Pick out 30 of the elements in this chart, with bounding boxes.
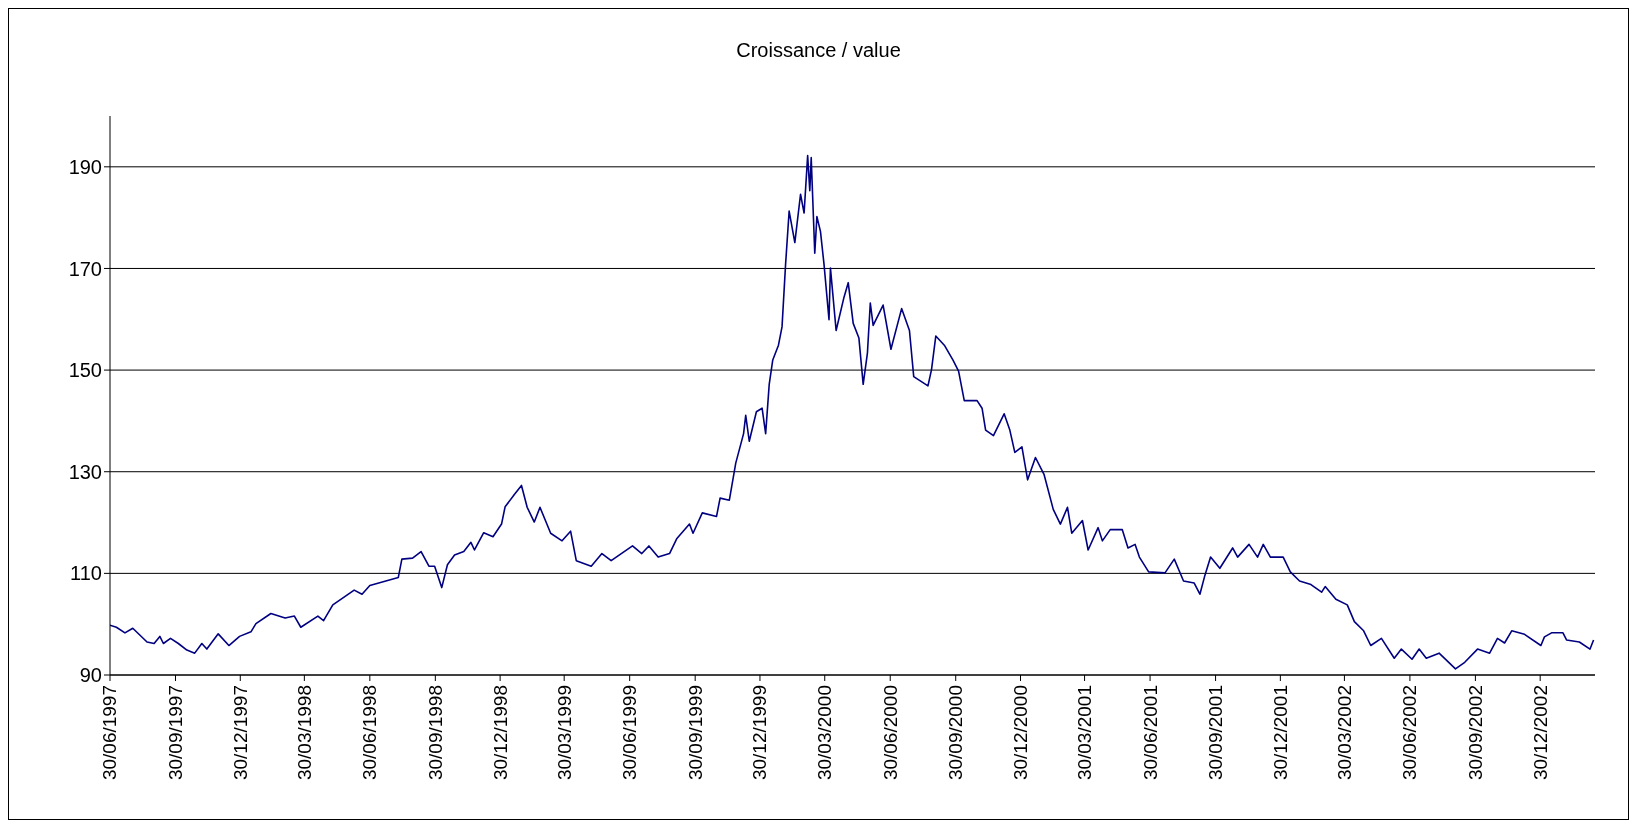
x-tick-label: 30/12/2002 xyxy=(1529,685,1551,781)
x-tick-label: 30/03/1998 xyxy=(293,685,315,781)
x-tick-label: 30/03/2001 xyxy=(1074,685,1096,781)
chart-title: Croissance / value xyxy=(735,39,902,62)
x-tick-label: 30/09/2000 xyxy=(945,685,967,781)
y-tick-label: 110 xyxy=(70,562,102,585)
x-tick-label: 30/06/1999 xyxy=(619,685,641,781)
x-tick-label: 30/09/2001 xyxy=(1205,685,1227,781)
x-tick-label: 30/06/2000 xyxy=(879,685,901,781)
x-tick-label: 30/06/2002 xyxy=(1399,685,1421,781)
x-tick-label: 30/12/2000 xyxy=(1010,685,1031,781)
x-tick-label: 30/06/1997 xyxy=(99,685,121,781)
x-tick-label: 30/06/1998 xyxy=(359,685,381,781)
x-tick-label: 30/03/2002 xyxy=(1333,685,1355,781)
x-tick-label: 30/12/1997 xyxy=(229,685,251,781)
y-tick-label: 150 xyxy=(68,359,102,382)
x-tick-label: 30/09/1998 xyxy=(424,685,446,781)
x-tick-label: 30/03/2000 xyxy=(814,685,836,781)
x-tick-label: 30/09/2002 xyxy=(1464,685,1486,781)
x-tick-label: 30/12/2001 xyxy=(1269,685,1291,781)
x-tick-label: 30/03/1999 xyxy=(553,685,575,781)
x-tick-label: 30/09/1997 xyxy=(164,685,186,781)
y-tick-label: 90 xyxy=(79,664,102,687)
x-tick-label: 30/09/1999 xyxy=(684,685,706,781)
x-tick-label: 30/12/1998 xyxy=(489,685,511,781)
x-tick-label: 30/12/1999 xyxy=(749,685,771,781)
y-tick-label: 130 xyxy=(68,460,102,483)
y-tick-label: 190 xyxy=(68,155,102,178)
y-tick-label: 170 xyxy=(68,257,102,280)
x-tick-label: 30/06/2001 xyxy=(1139,685,1161,781)
